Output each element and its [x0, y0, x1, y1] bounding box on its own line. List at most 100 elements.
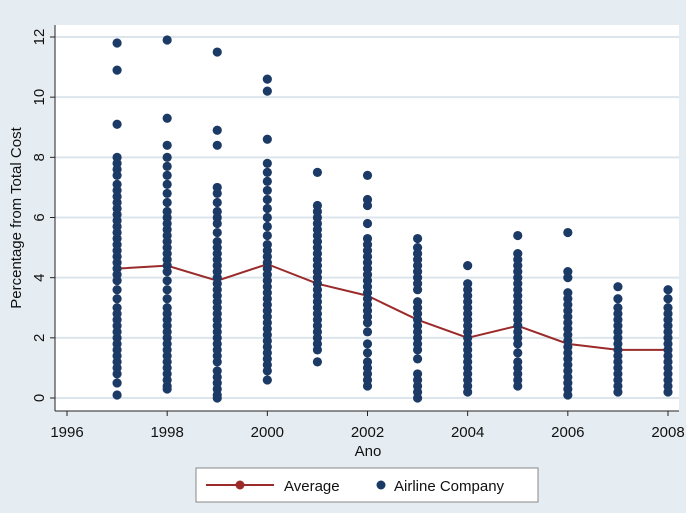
- airline-company-point: [362, 339, 373, 349]
- airline-company-point: [162, 170, 172, 180]
- airline-company-point: [312, 167, 323, 177]
- airline-company-point: [212, 125, 222, 135]
- airline-company-point: [162, 285, 172, 295]
- airline-company-point: [262, 158, 272, 168]
- airline-company-point: [212, 197, 222, 208]
- airline-company-point: [162, 294, 172, 304]
- y-tick-label: 10: [31, 89, 48, 106]
- airline-company-point: [262, 134, 272, 144]
- airline-company-point: [362, 348, 373, 358]
- airline-company-point: [212, 218, 222, 229]
- airline-company-point: [112, 119, 122, 129]
- airline-company-point: [112, 170, 122, 180]
- airline-company-point: [513, 381, 523, 391]
- legend: Average Airline Company: [195, 467, 539, 503]
- airline-company-point: [262, 212, 272, 223]
- airline-company-point: [412, 393, 423, 403]
- x-ticks: 1996 1998 2000 2002 2004 2006 2008: [50, 411, 685, 441]
- y-axis-label: Percentage from Total Cost: [8, 126, 25, 308]
- airline-company-point: [112, 65, 122, 75]
- airline-company-point: [212, 227, 222, 238]
- airline-company-point: [162, 276, 172, 286]
- airline-company-point: [112, 276, 122, 286]
- airline-company-point: [212, 140, 222, 150]
- y-tick-label: 8: [31, 153, 48, 161]
- airline-company-point: [212, 393, 222, 403]
- airline-company-point: [112, 390, 122, 400]
- airline-company-point: [262, 366, 272, 376]
- airline-company-point: [112, 378, 122, 388]
- airline-company-point: [362, 170, 373, 180]
- airline-company-point: [262, 74, 272, 84]
- airline-company-point: [262, 167, 272, 177]
- legend-average-label: Average: [284, 478, 340, 495]
- airline-company-point: [262, 221, 272, 232]
- airline-company-point: [262, 185, 272, 196]
- legend-airline-marker: [376, 480, 386, 490]
- airline-company-point: [112, 294, 122, 304]
- y-tick-label: 4: [31, 273, 48, 281]
- airline-company-point: [162, 188, 172, 199]
- airline-company-point: [463, 261, 473, 271]
- airline-company-point: [663, 294, 673, 304]
- airline-company-point: [162, 140, 172, 150]
- legend-airline-label: Airline Company: [394, 478, 505, 495]
- airline-company-point: [312, 357, 323, 367]
- airline-company-point: [563, 227, 573, 238]
- airline-company-point: [162, 267, 172, 277]
- airline-company-point: [613, 294, 623, 304]
- y-tick-label: 6: [31, 213, 48, 221]
- airline-company-point: [212, 188, 222, 199]
- average-line-layer: [117, 263, 668, 351]
- airline-company-point: [112, 369, 122, 379]
- scatter-points-layer: [112, 35, 673, 403]
- airline-company-point: [262, 375, 272, 385]
- x-tick-label: 1998: [150, 424, 183, 441]
- airline-company-point: [463, 387, 473, 397]
- airline-company-point: [362, 218, 373, 229]
- airline-company-point: [513, 348, 523, 358]
- airline-company-point: [513, 230, 523, 241]
- x-tick-label: 1996: [50, 424, 83, 441]
- y-tick-label: 2: [31, 334, 48, 342]
- airline-company-point: [513, 339, 523, 349]
- airline-company-point: [162, 35, 172, 45]
- airline-company-point: [162, 113, 172, 123]
- x-tick-label: 2002: [351, 424, 384, 441]
- x-tick-label: 2008: [651, 424, 684, 441]
- y-ticks: 0 2 4 6 8 10 12: [31, 29, 55, 402]
- airline-company-point: [162, 179, 172, 190]
- airline-company-point: [362, 318, 373, 328]
- airline-company-point: [112, 285, 122, 295]
- legend-average-marker: [235, 480, 245, 490]
- airline-company-point: [412, 285, 423, 295]
- airline-company-point: [362, 327, 373, 337]
- airline-company-point: [262, 176, 272, 186]
- x-tick-label: 2006: [551, 424, 584, 441]
- airline-company-point: [412, 345, 423, 355]
- y-tick-label: 0: [31, 394, 48, 402]
- y-tick-label: 12: [31, 29, 48, 46]
- airline-company-point: [262, 203, 272, 214]
- airline-company-point: [613, 387, 623, 397]
- airline-company-point: [162, 197, 172, 208]
- airline-company-point: [262, 86, 272, 96]
- average-line: [117, 263, 668, 351]
- airline-company-point: [262, 230, 272, 241]
- airline-company-point: [563, 273, 573, 283]
- airline-company-point: [412, 354, 423, 364]
- x-tick-label: 2000: [251, 424, 284, 441]
- airline-company-point: [362, 200, 373, 211]
- airline-company-point: [112, 38, 122, 48]
- airline-company-point: [212, 357, 222, 367]
- airline-company-point: [162, 152, 172, 162]
- airline-company-point: [663, 387, 673, 397]
- airline-company-point: [412, 233, 423, 244]
- x-tick-label: 2004: [451, 424, 484, 441]
- airline-company-point: [613, 282, 623, 292]
- airline-company-point: [362, 381, 373, 391]
- x-axis-label: Ano: [355, 443, 382, 460]
- airline-company-point: [663, 285, 673, 295]
- airline-company-point: [212, 47, 222, 57]
